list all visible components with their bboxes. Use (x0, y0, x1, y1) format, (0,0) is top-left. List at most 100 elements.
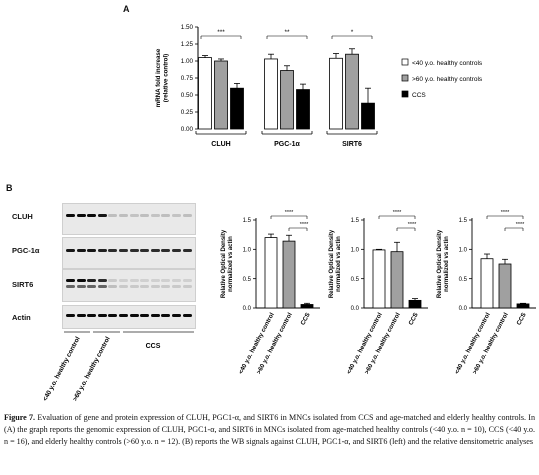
y-tick-label: 0.0 (351, 306, 360, 312)
blot-band (108, 214, 118, 217)
blot-band (140, 214, 150, 217)
blot-band (66, 249, 75, 252)
blot-label-actin: Actin (12, 313, 31, 322)
bar (408, 299, 422, 309)
y-tick-label: 0.0 (459, 306, 468, 312)
sig-stars: **** (516, 222, 525, 228)
bar (516, 303, 530, 309)
blot-band (161, 285, 171, 288)
legend-swatch (401, 90, 409, 98)
blot-gel-pgc1a (62, 237, 196, 269)
blot-gel-actin (62, 305, 196, 329)
bar (282, 240, 296, 309)
blot-band (76, 249, 86, 252)
y-tick-label: 1.00 (181, 58, 194, 65)
blot-band (172, 214, 181, 217)
blot-label-pgc1a: PGC-1α (12, 246, 40, 255)
blot-band (140, 249, 150, 252)
bar (198, 57, 212, 130)
y-tick-label: 1.0 (243, 248, 252, 254)
chart-b-sirt6: 0.0 0.5 1.0 1.5 Relative Optical Densitynorm… (437, 210, 536, 375)
x-tick-label: >60 y.o. healthy control (255, 311, 293, 375)
blot-band (140, 285, 150, 288)
bar (264, 58, 278, 130)
bar (345, 53, 359, 130)
y-tick-label: 1.25 (181, 41, 194, 48)
x-tick-label: CCS (299, 312, 311, 327)
y-tick-label: 1.5 (243, 218, 252, 224)
blot-band (97, 314, 107, 317)
blot-band (87, 314, 97, 317)
y-tick-label: 1.0 (351, 248, 360, 254)
bar (264, 237, 278, 309)
blot-band (97, 279, 107, 282)
blot-label-sirt6: SIRT6 (12, 280, 34, 289)
blot-band (119, 285, 128, 288)
category-label: CLUH (211, 141, 230, 148)
y-tick-label: 1.5 (351, 218, 360, 224)
y-axis-label-line1: Relative Optical Density (221, 229, 227, 298)
x-tick-label: CCS (407, 312, 419, 327)
sig-stars: *** (217, 29, 225, 36)
y-axis-label: Relative Optical Densitynormalized vs ac… (437, 229, 450, 298)
y-tick-label: 0.5 (243, 277, 252, 283)
blot-band (182, 279, 192, 282)
blot-band (140, 314, 150, 317)
chart-b-cluh: 0.0 0.5 1.0 1.5 Relative Optical Densitynorm… (221, 210, 320, 375)
blot-band (172, 279, 181, 282)
panel-b-letter: B (6, 183, 13, 193)
blot-band (119, 279, 128, 282)
blot-band (108, 285, 118, 288)
legend-label: >60 y.o. healthy controls (412, 76, 483, 83)
y-axis-label: Relative Optical Densitynormalized vs ac… (329, 229, 342, 298)
sig-stars: **** (285, 210, 294, 216)
bar (300, 304, 314, 309)
blot-band (97, 214, 107, 217)
sig-stars: **** (300, 222, 309, 228)
blot-gel-cluh (62, 203, 196, 235)
bar (214, 60, 228, 130)
y-axis-label-line2: normalized vs actin (444, 236, 450, 292)
blot-band (108, 249, 118, 252)
chart-a: 0.00 0.25 0.50 0.75 1.00 1.25 1.50 mRNA fold in… (155, 24, 483, 148)
blot-band (119, 214, 128, 217)
category-label: SIRT6 (342, 141, 362, 148)
blot-band (150, 214, 160, 217)
blot-band (150, 314, 160, 317)
blot-band (129, 214, 139, 217)
sig-stars: ** (284, 29, 290, 36)
blot-band (108, 279, 118, 282)
y-axis-label-line1: mRNA fold increase (155, 48, 162, 107)
y-axis-label-line1: Relative Optical Density (437, 229, 443, 298)
blot-band (66, 285, 75, 288)
bar (329, 57, 343, 130)
blot-band (76, 214, 86, 217)
panel-a-letter: A (123, 4, 130, 14)
blot-band (129, 279, 139, 282)
blot-band (140, 279, 150, 282)
blot-band (76, 314, 86, 317)
sig-stars: * (351, 29, 354, 36)
y-tick-label: 0.0 (243, 306, 252, 312)
blot-band (66, 279, 75, 282)
blot-band (161, 214, 171, 217)
blot-band (172, 285, 181, 288)
blot-band (119, 314, 128, 317)
y-tick-label: 1.0 (459, 248, 468, 254)
y-axis-label-line2: (relative control) (163, 54, 170, 102)
blot-group-labels: <40 y.o. healthy control >60 y.o. health… (42, 331, 194, 402)
blot-band (150, 249, 160, 252)
bar (390, 251, 404, 309)
x-tick-label: CCS (515, 312, 527, 327)
blot-band (161, 314, 171, 317)
blot-band (172, 314, 181, 317)
caption-figure-label: Figure 7. (4, 413, 36, 422)
blot-band (161, 279, 171, 282)
blot-band (129, 285, 139, 288)
y-tick-label: 0.00 (181, 126, 194, 133)
blot-band (66, 314, 75, 317)
blot-band (129, 249, 139, 252)
blot-band (76, 279, 86, 282)
y-axis-label-line2: normalized vs actin (336, 236, 342, 292)
blot-band (87, 279, 97, 282)
